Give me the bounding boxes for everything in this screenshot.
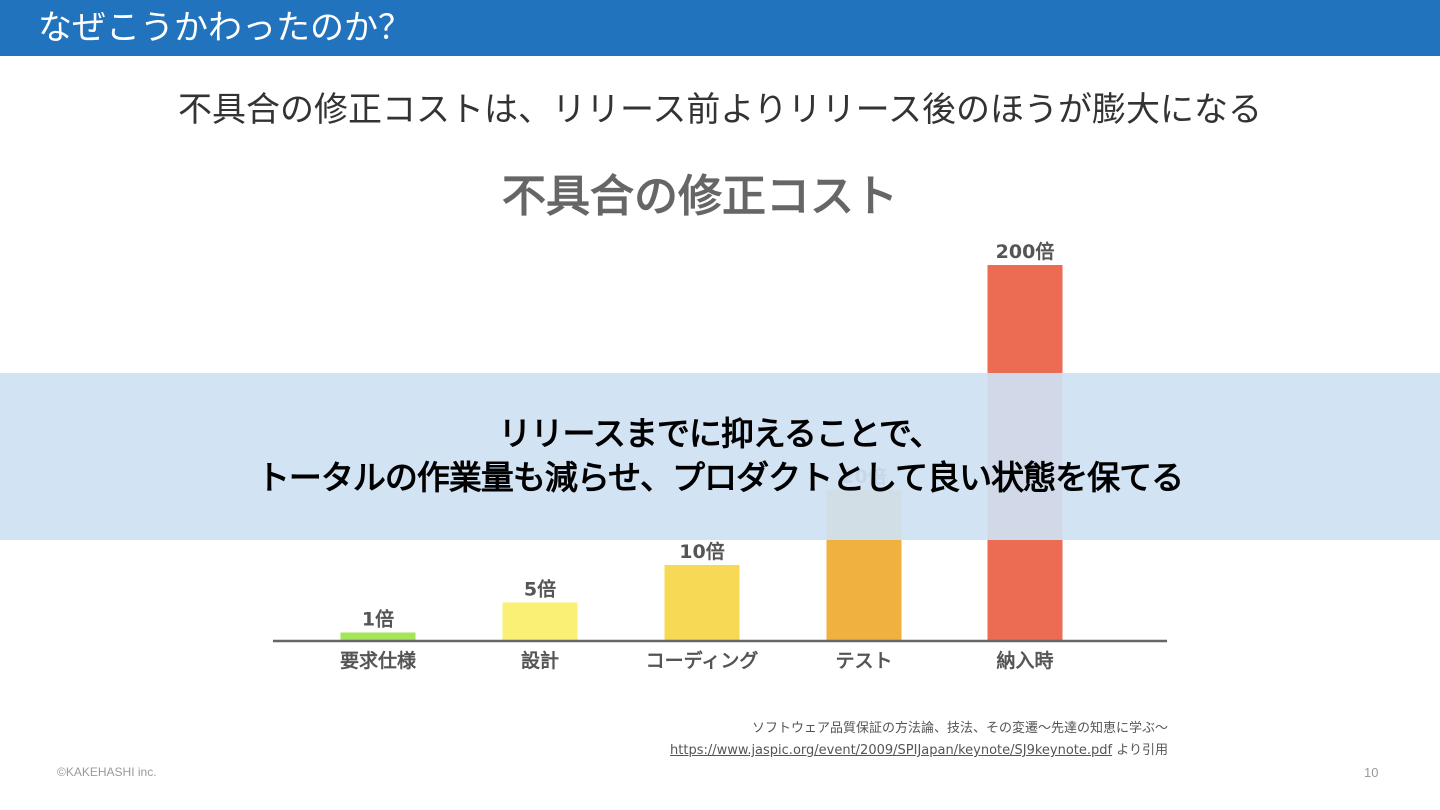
overlay-line-2: トータルの作業量も減らせ、プロダクトとして良い状態を保てる	[256, 458, 1184, 497]
header-bar: なぜこうかわったのか？	[0, 0, 1440, 56]
bar-2	[502, 602, 578, 640]
overlay-line-1: リリースまでに抑えることで、	[498, 414, 942, 453]
bar-chart: 不具合の修正コスト1倍要求仕様5倍設計10倍コーディング20倍テスト200倍納入…	[273, 171, 1167, 672]
category-label-5: 納入時	[996, 649, 1053, 672]
category-label-4: テスト	[835, 650, 892, 672]
bar-1	[340, 632, 416, 640]
data-label-5: 200倍	[996, 240, 1055, 263]
category-label-2: 設計	[521, 649, 559, 672]
source-suffix: より引用	[1112, 743, 1168, 758]
data-label-1: 1倍	[362, 608, 394, 631]
data-label-2: 5倍	[524, 578, 556, 601]
source-title: ソフトウェア品質保証の方法論、技法、その変遷〜先達の知恵に学ぶ〜	[751, 721, 1168, 736]
overlay-band	[0, 373, 1440, 540]
slide-title: なぜこうかわったのか？	[38, 8, 412, 48]
page-number: 10	[1364, 765, 1379, 780]
data-label-3: 10倍	[679, 540, 724, 563]
source-reference: https://www.jaspic.org/event/2009/SPIJap…	[670, 740, 1168, 762]
category-label-3: コーディング	[646, 649, 759, 672]
overlay-message: リリースまでに抑えることで、 トータルの作業量も減らせ、プロダクトとして良い状態…	[0, 412, 1440, 500]
source-citation: ソフトウェア品質保証の方法論、技法、その変遷〜先達の知恵に学ぶ〜 https:/…	[670, 718, 1168, 762]
category-label-1: 要求仕様	[340, 649, 417, 672]
copyright: ©KAKEHASHI inc.	[57, 765, 157, 779]
source-link[interactable]: https://www.jaspic.org/event/2009/SPIJap…	[670, 743, 1113, 758]
bar-3	[664, 565, 740, 640]
chart-title: 不具合の修正コスト	[502, 171, 898, 222]
slide-subtitle: 不具合の修正コストは、リリース前よりリリース後のほうが膨大になる	[178, 90, 1262, 130]
